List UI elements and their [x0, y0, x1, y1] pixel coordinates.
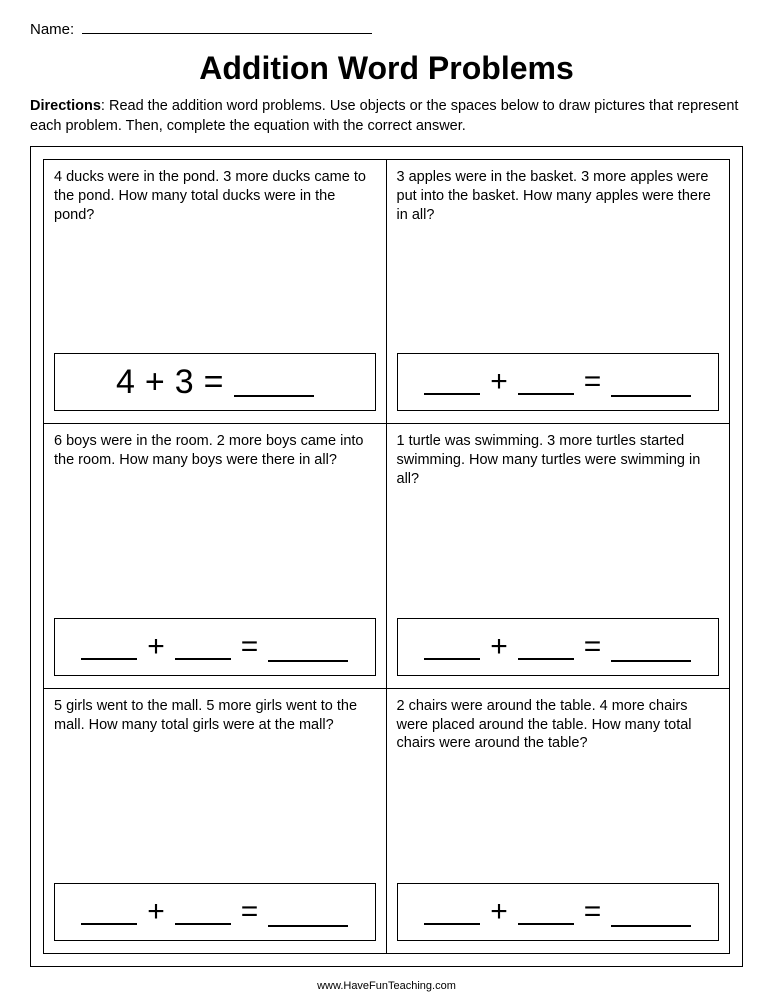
problem-cell: 3 apples were in the basket. 3 more appl…	[387, 160, 730, 424]
addend-b-blank[interactable]	[518, 369, 574, 395]
equals-icon: =	[584, 630, 602, 664]
plus-icon: +	[145, 363, 165, 402]
equals-icon: =	[584, 365, 602, 399]
problem-cell: 4 ducks were in the pond. 3 more ducks c…	[44, 160, 387, 424]
name-input-line[interactable]	[82, 20, 372, 34]
answer-blank[interactable]	[611, 897, 691, 927]
equals-icon: =	[584, 895, 602, 929]
equation-box[interactable]: + =	[54, 618, 376, 676]
addend-a-blank[interactable]	[424, 899, 480, 925]
worksheet-outer-frame: 4 ducks were in the pond. 3 more ducks c…	[30, 146, 743, 967]
problem-cell: 5 girls went to the mall. 5 more girls w…	[44, 689, 387, 953]
addend-b: 3	[175, 363, 194, 402]
addend-a: 4	[116, 363, 135, 402]
answer-blank[interactable]	[234, 367, 314, 397]
equation-box[interactable]: + =	[397, 353, 720, 411]
problem-cell: 1 turtle was swimming. 3 more turtles st…	[387, 424, 730, 688]
directions-label: Directions	[30, 98, 101, 114]
plus-icon: +	[490, 365, 508, 399]
problem-text: 2 chairs were around the table. 4 more c…	[397, 697, 720, 754]
directions-text: : Read the addition word problems. Use o…	[30, 98, 738, 134]
directions: Directions: Read the addition word probl…	[30, 97, 743, 136]
equals-icon: =	[204, 363, 224, 402]
problem-text: 1 turtle was swimming. 3 more turtles st…	[397, 432, 720, 489]
problem-cell: 6 boys were in the room. 2 more boys cam…	[44, 424, 387, 688]
problem-text: 5 girls went to the mall. 5 more girls w…	[54, 697, 376, 735]
addend-b-blank[interactable]	[175, 634, 231, 660]
page-title: Addition Word Problems	[30, 50, 743, 87]
name-row: Name:	[30, 20, 743, 38]
equals-icon: =	[241, 630, 259, 664]
name-label: Name:	[30, 21, 74, 38]
equals-icon: =	[241, 895, 259, 929]
equation-box[interactable]: + =	[54, 883, 376, 941]
addend-a-blank[interactable]	[424, 634, 480, 660]
plus-icon: +	[147, 895, 165, 929]
answer-blank[interactable]	[611, 632, 691, 662]
plus-icon: +	[490, 630, 508, 664]
answer-blank[interactable]	[611, 367, 691, 397]
equation-box[interactable]: + =	[397, 618, 720, 676]
addend-b-blank[interactable]	[518, 634, 574, 660]
equation-box[interactable]: 4 + 3 =	[54, 353, 376, 411]
addend-b-blank[interactable]	[175, 899, 231, 925]
equation-box[interactable]: + =	[397, 883, 720, 941]
plus-icon: +	[490, 895, 508, 929]
problem-grid: 4 ducks were in the pond. 3 more ducks c…	[43, 159, 730, 954]
problem-text: 6 boys were in the room. 2 more boys cam…	[54, 432, 376, 470]
problem-text: 4 ducks were in the pond. 3 more ducks c…	[54, 168, 376, 225]
addend-a-blank[interactable]	[81, 634, 137, 660]
footer-credit: www.HaveFunTeaching.com	[0, 980, 773, 992]
problem-cell: 2 chairs were around the table. 4 more c…	[387, 689, 730, 953]
problem-text: 3 apples were in the basket. 3 more appl…	[397, 168, 720, 225]
addend-a-blank[interactable]	[424, 369, 480, 395]
answer-blank[interactable]	[268, 897, 348, 927]
addend-b-blank[interactable]	[518, 899, 574, 925]
answer-blank[interactable]	[268, 632, 348, 662]
addend-a-blank[interactable]	[81, 899, 137, 925]
plus-icon: +	[147, 630, 165, 664]
